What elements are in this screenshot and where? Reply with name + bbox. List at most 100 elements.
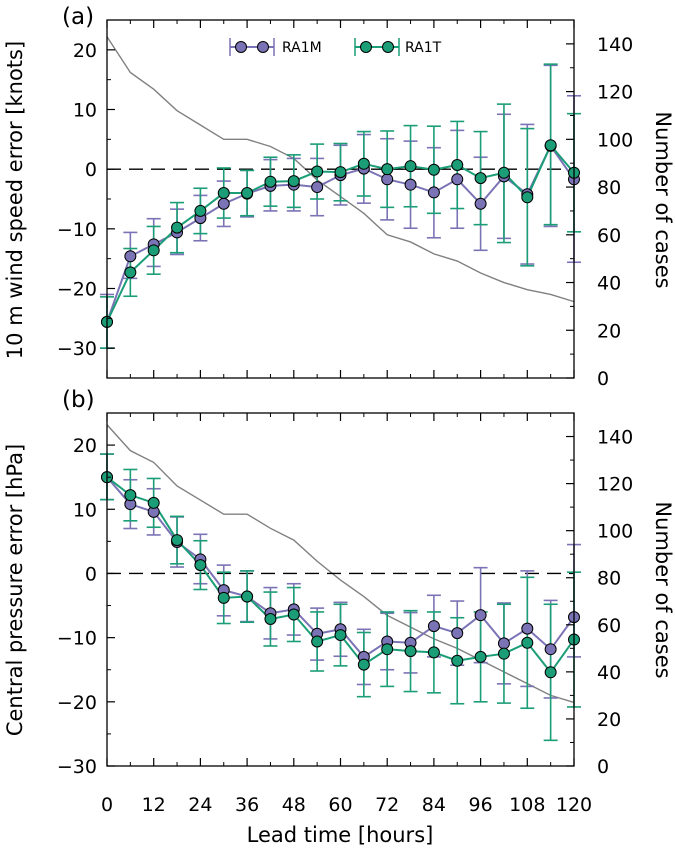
legend-label-ra1m: RA1M xyxy=(282,40,322,56)
data-point-ra1t xyxy=(241,187,254,200)
panel-a-y2label: Number of cases xyxy=(651,111,675,288)
y-tick-label: −10 xyxy=(57,628,97,650)
data-point-ra1t xyxy=(264,175,277,188)
data-point-ra1t xyxy=(497,166,510,179)
panel-a-ylabel: 10 m wind speed error [knots] xyxy=(3,41,27,359)
panel-a-wind-speed: (a) −30 −20 −10 0 10 20 0 20 40 60 80 100 120 140 10 … xyxy=(3,4,675,390)
y-tick-label: −10 xyxy=(57,219,97,241)
data-point-ra1t xyxy=(381,643,394,656)
data-point-ra1t xyxy=(124,489,137,502)
y2-tick-label: 60 xyxy=(597,615,621,637)
data-point-ra1t xyxy=(147,496,160,509)
data-point-ra1m xyxy=(217,197,230,210)
y2-tick-label: 40 xyxy=(597,273,621,295)
y2-tick-label: 120 xyxy=(597,474,633,496)
data-point-ra1t xyxy=(357,658,370,671)
x-tick-label: 72 xyxy=(375,794,399,816)
data-point-ra1m xyxy=(311,181,324,194)
y-tick-label: 0 xyxy=(85,563,97,585)
data-point-ra1m xyxy=(404,178,417,191)
data-point-ra1t xyxy=(404,645,417,658)
y-tick-label: −30 xyxy=(57,756,97,778)
legend-entry-ra1t: RA1T xyxy=(354,38,442,56)
legend-marker-ra1t xyxy=(360,41,372,53)
panel-a-plot-area: −30 −20 −10 0 10 20 0 20 40 60 80 100 120 140 xyxy=(57,19,633,390)
data-point-ra1t xyxy=(171,221,184,234)
data-point-ra1t xyxy=(427,646,440,659)
legend-entry-ra1m: RA1M xyxy=(229,38,322,56)
y-tick-label: 10 xyxy=(73,499,97,521)
y2-tick-label: 0 xyxy=(597,756,609,778)
panel-b-ylabel: Central pressure error [hPa] xyxy=(3,444,27,736)
panel-b-y2label: Number of cases xyxy=(651,501,675,678)
data-point-ra1t xyxy=(521,191,534,204)
y2-tick-label: 120 xyxy=(597,82,633,104)
legend-marker-ra1t xyxy=(382,41,394,53)
data-point-ra1m xyxy=(427,620,440,633)
x-axis-label: Lead time [hours] xyxy=(247,823,434,847)
data-point-ra1t xyxy=(544,666,557,679)
data-point-ra1t xyxy=(334,629,347,642)
data-point-ra1t xyxy=(474,172,487,185)
y2-tick-label: 20 xyxy=(597,709,621,731)
y2-tick-label: 0 xyxy=(597,368,609,390)
data-point-ra1t xyxy=(497,647,510,660)
x-tick-label: 48 xyxy=(282,794,306,816)
y-tick-label: −20 xyxy=(57,279,97,301)
data-point-ra1m xyxy=(544,643,557,656)
panel-b-plot-area: 0 12 24 36 48 60 72 84 96 108 120 −30 −20 −10 0 10 20 0 20… xyxy=(57,412,633,816)
data-point-ra1t xyxy=(381,163,394,176)
data-point-ra1t xyxy=(287,608,300,621)
data-point-ra1m xyxy=(124,250,137,263)
data-point-ra1t xyxy=(404,160,417,173)
data-point-ra1t xyxy=(194,204,207,217)
data-point-ra1t xyxy=(474,650,487,663)
data-point-ra1t xyxy=(264,613,277,626)
y-tick-label: −20 xyxy=(57,692,97,714)
cases-line xyxy=(106,424,575,704)
data-point-ra1t xyxy=(194,559,207,572)
y-tick-label: 20 xyxy=(73,435,97,457)
data-point-ra1m xyxy=(474,609,487,622)
y2-tick-label: 80 xyxy=(597,568,621,590)
panel-a-label: (a) xyxy=(62,4,94,30)
data-point-ra1m xyxy=(451,627,464,640)
panel-b-label: (b) xyxy=(62,387,95,413)
data-point-ra1t xyxy=(217,187,230,200)
legend-label-ra1t: RA1T xyxy=(405,40,442,56)
data-point-ra1m xyxy=(521,622,534,635)
y2-tick-label: 140 xyxy=(597,427,633,449)
legend-marker-ra1m xyxy=(235,41,247,53)
data-point-ra1t xyxy=(171,534,184,547)
plot-frame xyxy=(106,412,575,767)
data-point-ra1m xyxy=(381,173,394,186)
y2-tick-label: 40 xyxy=(597,662,621,684)
y2-tick-label: 60 xyxy=(597,225,621,247)
y2-tick-label: 80 xyxy=(597,177,621,199)
legend-marker-ra1m xyxy=(257,41,269,53)
y-tick-label: 20 xyxy=(73,40,97,62)
y2-tick-label: 100 xyxy=(597,129,633,151)
data-point-ra1t xyxy=(124,266,137,279)
y2-tick-label: 140 xyxy=(597,34,633,56)
x-tick-label: 84 xyxy=(422,794,446,816)
x-tick-label: 24 xyxy=(188,794,212,816)
x-tick-label: 96 xyxy=(469,794,493,816)
x-tick-label: 12 xyxy=(142,794,166,816)
y2-tick-label: 20 xyxy=(597,320,621,342)
data-point-ra1t xyxy=(451,158,464,171)
data-point-ra1t xyxy=(287,175,300,188)
data-point-ra1t xyxy=(147,244,160,257)
data-point-ra1t xyxy=(217,591,230,604)
data-point-ra1t xyxy=(357,157,370,170)
data-point-ra1m xyxy=(451,173,464,186)
data-point-ra1t xyxy=(451,654,464,667)
data-point-ra1t xyxy=(427,163,440,176)
y-tick-label: 10 xyxy=(73,100,97,122)
data-point-ra1t xyxy=(521,636,534,649)
x-tick-label: 60 xyxy=(328,794,352,816)
y-tick-label: 0 xyxy=(85,159,97,181)
data-point-ra1t xyxy=(311,635,324,648)
x-tick-label: 108 xyxy=(509,794,545,816)
